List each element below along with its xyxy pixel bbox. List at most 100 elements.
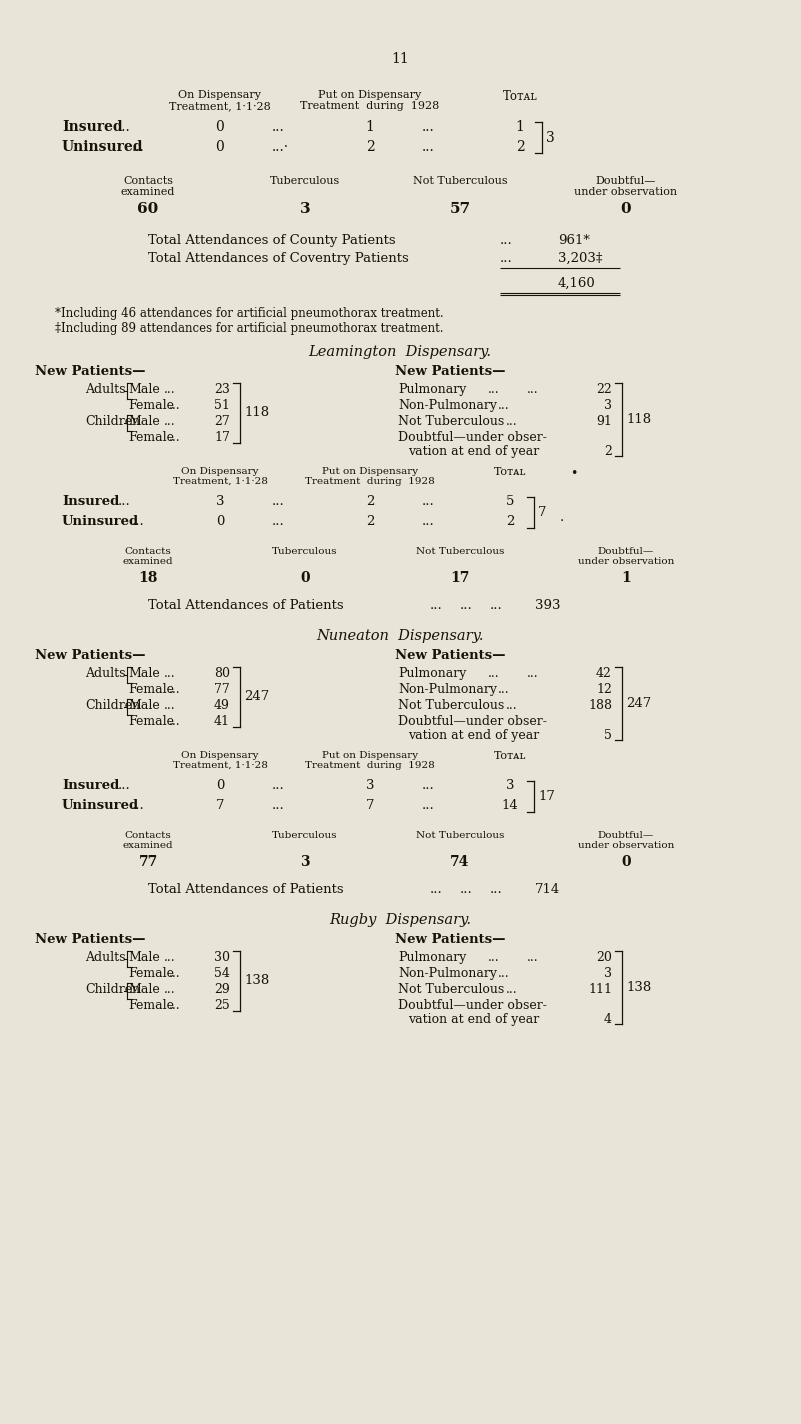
- Text: ...: ...: [164, 383, 175, 396]
- Text: ...: ...: [506, 699, 517, 712]
- Text: 25: 25: [214, 1000, 230, 1012]
- Text: ...: ...: [164, 414, 175, 429]
- Text: Treatment  during  1928: Treatment during 1928: [300, 101, 440, 111]
- Text: vation at end of year: vation at end of year: [408, 1012, 539, 1027]
- Text: 74: 74: [450, 854, 469, 869]
- Text: ...: ...: [422, 779, 435, 792]
- Text: Treatment  during  1928: Treatment during 1928: [305, 477, 435, 486]
- Text: ...: ...: [488, 666, 500, 681]
- Text: Adults: Adults: [85, 666, 126, 681]
- Text: ...: ...: [272, 799, 284, 812]
- Text: 5: 5: [604, 729, 612, 742]
- Text: On Dispensary: On Dispensary: [181, 467, 259, 476]
- Text: 118: 118: [626, 413, 651, 426]
- Text: 138: 138: [244, 974, 269, 987]
- Text: Female: Female: [128, 967, 174, 980]
- Text: ...: ...: [460, 600, 473, 612]
- Text: Not Tuberculous: Not Tuberculous: [416, 832, 504, 840]
- Text: 42: 42: [596, 666, 612, 681]
- Text: 30: 30: [214, 951, 230, 964]
- Text: ...: ...: [422, 120, 435, 134]
- Text: 3: 3: [215, 496, 224, 508]
- Text: Male: Male: [128, 383, 159, 396]
- Text: New Patients—: New Patients—: [395, 365, 505, 377]
- Text: ...: ...: [422, 799, 435, 812]
- Text: ...: ...: [272, 779, 284, 792]
- Text: Children: Children: [85, 414, 140, 429]
- Text: *Including 46 attendances for artificial pneumothorax treatment.: *Including 46 attendances for artificial…: [55, 308, 444, 320]
- Text: Rugby  Dispensary.: Rugby Dispensary.: [329, 913, 471, 927]
- Text: Male: Male: [128, 699, 159, 712]
- Text: ...: ...: [164, 983, 175, 995]
- Text: 5: 5: [505, 496, 514, 508]
- Text: Treatment, 1·1·28: Treatment, 1·1·28: [172, 760, 268, 770]
- Text: Pulmonary: Pulmonary: [398, 666, 466, 681]
- Text: ...: ...: [422, 496, 435, 508]
- Text: Treatment, 1·1·28: Treatment, 1·1·28: [169, 101, 271, 111]
- Text: 3: 3: [366, 779, 374, 792]
- Text: Tᴏᴛᴀʟ: Tᴏᴛᴀʟ: [493, 467, 526, 477]
- Text: ...: ...: [500, 234, 513, 246]
- Text: ...: ...: [422, 515, 435, 528]
- Text: under observation: under observation: [578, 557, 674, 565]
- Text: On Dispensary: On Dispensary: [181, 750, 259, 760]
- Text: Pulmonary: Pulmonary: [398, 383, 466, 396]
- Text: ...: ...: [527, 383, 538, 396]
- Text: 57: 57: [449, 202, 470, 216]
- Text: ‡Including 89 attendances for artificial pneumothorax treatment.: ‡Including 89 attendances for artificial…: [55, 322, 444, 335]
- Text: ...: ...: [132, 799, 145, 812]
- Text: 22: 22: [596, 383, 612, 396]
- Text: 118: 118: [244, 406, 269, 420]
- Text: Total Attendances of County Patients: Total Attendances of County Patients: [148, 234, 396, 246]
- Text: ...: ...: [488, 951, 500, 964]
- Text: ...: ...: [272, 120, 284, 134]
- Text: On Dispensary: On Dispensary: [179, 90, 261, 100]
- Text: 17: 17: [214, 431, 230, 444]
- Text: ...: ...: [506, 414, 517, 429]
- Text: 7: 7: [366, 799, 374, 812]
- Text: New Patients—: New Patients—: [35, 365, 146, 377]
- Text: 49: 49: [214, 699, 230, 712]
- Text: 3: 3: [546, 131, 555, 144]
- Text: Not Tuberculous: Not Tuberculous: [398, 983, 505, 995]
- Text: 7: 7: [215, 799, 224, 812]
- Text: 0: 0: [215, 515, 224, 528]
- Text: 12: 12: [596, 684, 612, 696]
- Text: Non-Pulmonary: Non-Pulmonary: [398, 684, 497, 696]
- Text: under observation: under observation: [574, 187, 678, 197]
- Text: 3,203‡: 3,203‡: [558, 252, 602, 265]
- Text: ...: ...: [169, 715, 180, 728]
- Text: New Patients—: New Patients—: [35, 933, 146, 946]
- Text: ...: ...: [422, 140, 435, 154]
- Text: Male: Male: [128, 414, 159, 429]
- Text: Put on Dispensary: Put on Dispensary: [322, 750, 418, 760]
- Text: Children: Children: [85, 983, 140, 995]
- Text: Female: Female: [128, 399, 174, 412]
- Text: Contacts: Contacts: [123, 177, 173, 187]
- Text: Doubtful—under obser-: Doubtful—under obser-: [398, 715, 547, 728]
- Text: 2: 2: [366, 496, 374, 508]
- Text: Not Tuberculous: Not Tuberculous: [416, 547, 504, 555]
- Text: Male: Male: [128, 951, 159, 964]
- Text: 17: 17: [538, 790, 555, 803]
- Text: ...: ...: [430, 883, 443, 896]
- Text: 20: 20: [596, 951, 612, 964]
- Text: 961*: 961*: [558, 234, 590, 246]
- Text: Non-Pulmonary: Non-Pulmonary: [398, 967, 497, 980]
- Text: Total Attendances of Coventry Patients: Total Attendances of Coventry Patients: [148, 252, 409, 265]
- Text: Treatment  during  1928: Treatment during 1928: [305, 760, 435, 770]
- Text: Male: Male: [128, 983, 159, 995]
- Text: Total Attendances of Patients: Total Attendances of Patients: [148, 600, 344, 612]
- Text: ...: ...: [490, 600, 503, 612]
- Text: 54: 54: [214, 967, 230, 980]
- Text: 2: 2: [366, 515, 374, 528]
- Text: 3: 3: [604, 967, 612, 980]
- Text: Insured: Insured: [62, 496, 119, 508]
- Text: Female: Female: [128, 715, 174, 728]
- Text: Female: Female: [128, 684, 174, 696]
- Text: 247: 247: [626, 696, 651, 711]
- Text: 2: 2: [365, 140, 374, 154]
- Text: 17: 17: [450, 571, 469, 585]
- Text: ...: ...: [169, 967, 180, 980]
- Text: ...: ...: [132, 140, 145, 154]
